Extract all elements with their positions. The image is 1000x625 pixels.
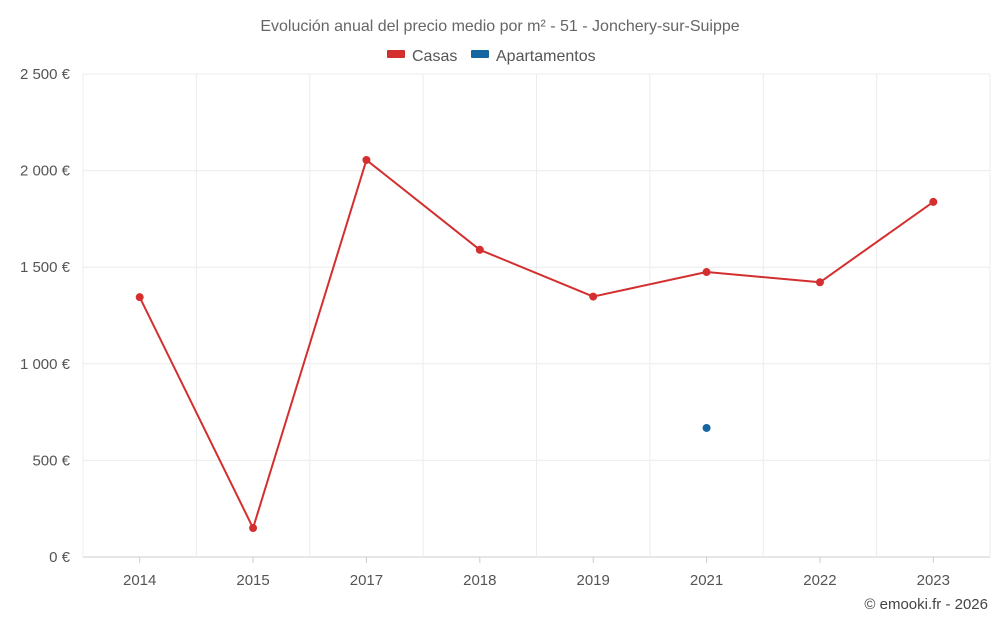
x-tick-label: 2015 bbox=[236, 572, 269, 589]
data-point-casas-2018[interactable] bbox=[475, 245, 484, 254]
copyright-credit: © emooki.fr - 2026 bbox=[864, 596, 988, 613]
legend-label-casas: Casas bbox=[412, 48, 457, 65]
data-point-casas-2023[interactable] bbox=[929, 197, 938, 206]
data-point-casas-2022[interactable] bbox=[815, 278, 824, 287]
x-tick-label: 2023 bbox=[917, 572, 950, 589]
data-point-casas-2021[interactable] bbox=[702, 268, 711, 277]
data-point-casas-2014[interactable] bbox=[135, 293, 144, 302]
data-point-casas-2019[interactable] bbox=[589, 292, 598, 301]
legend-item-apartamentos[interactable]: Apartamentos bbox=[471, 48, 596, 65]
data-point-casas-2017[interactable] bbox=[362, 155, 371, 164]
y-tick-label: 2 000 € bbox=[20, 163, 71, 180]
x-tick-label: 2021 bbox=[690, 572, 723, 589]
legend-item-casas[interactable]: Casas bbox=[387, 48, 457, 65]
grid bbox=[82, 73, 991, 558]
x-tick-label: 2018 bbox=[463, 572, 496, 589]
data-point-apartamentos-2021[interactable] bbox=[702, 423, 711, 432]
legend: Casas Apartamentos bbox=[387, 48, 596, 65]
y-tick-label: 0 € bbox=[49, 549, 71, 566]
series-line-casas bbox=[138, 158, 934, 530]
axes: 0 € 500 € 1 000 € 1 500 € 2 000 € 2 500 € 2014… bbox=[20, 66, 950, 589]
legend-label-apartamentos: Apartamentos bbox=[496, 48, 596, 65]
legend-swatch-apartamentos bbox=[471, 50, 489, 58]
series bbox=[135, 155, 938, 533]
x-tick-label: 2017 bbox=[350, 572, 383, 589]
y-tick-label: 1 000 € bbox=[20, 356, 71, 373]
y-tick-label: 500 € bbox=[32, 452, 70, 469]
x-tick-label: 2022 bbox=[803, 572, 836, 589]
legend-swatch-casas bbox=[387, 50, 405, 58]
y-tick-label: 1 500 € bbox=[20, 259, 71, 276]
chart-title: Evolución anual del precio medio por m² … bbox=[260, 18, 739, 35]
x-tick-label: 2019 bbox=[577, 572, 610, 589]
data-point-casas-2015[interactable] bbox=[249, 524, 258, 533]
y-tick-label: 2 500 € bbox=[20, 66, 71, 83]
x-tick-label: 2014 bbox=[123, 572, 156, 589]
